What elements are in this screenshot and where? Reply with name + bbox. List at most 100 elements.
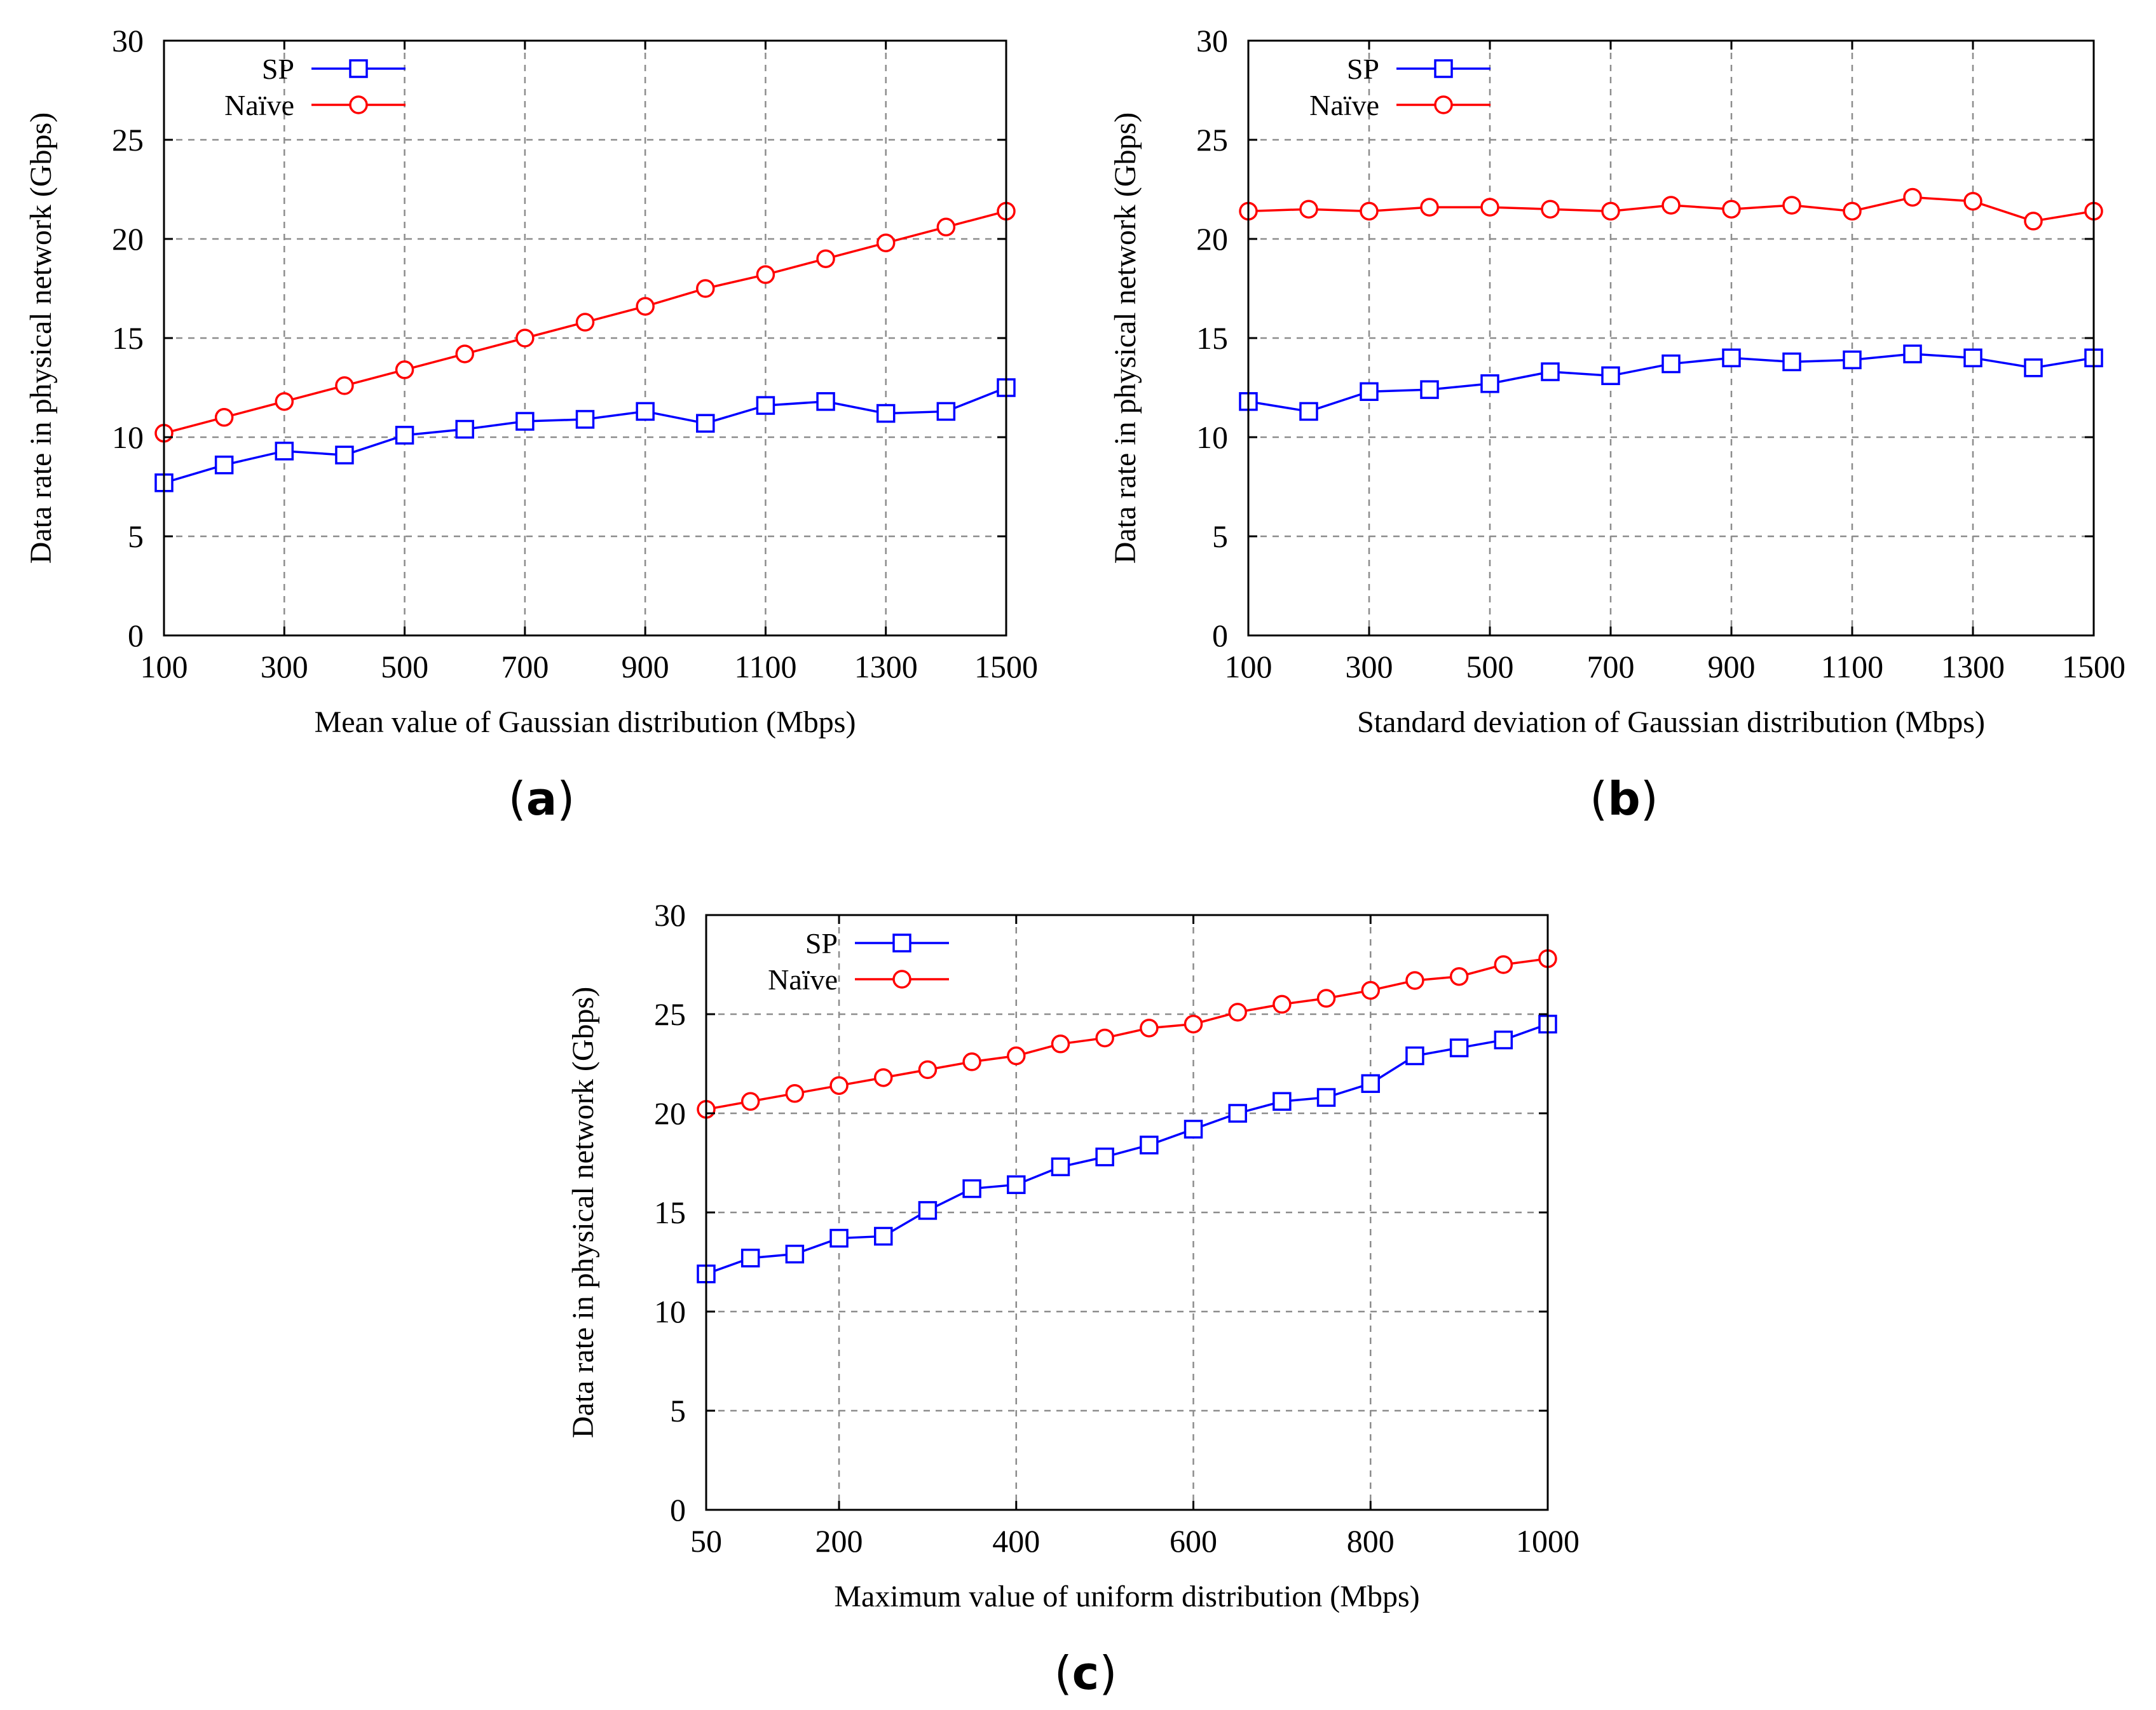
data-point-sp bbox=[575, 410, 595, 429]
y-tick-label: 30 bbox=[654, 897, 686, 933]
data-point-naive bbox=[1184, 1014, 1203, 1034]
legend-marker-sp bbox=[892, 933, 911, 953]
data-point-sp bbox=[873, 1226, 893, 1246]
data-point-naive bbox=[829, 1076, 849, 1096]
y-tick-label: 5 bbox=[670, 1393, 686, 1428]
data-point-sp bbox=[785, 1244, 805, 1264]
data-point-naive bbox=[1299, 200, 1318, 219]
data-point-naive bbox=[696, 279, 715, 298]
legend-marker-sp bbox=[349, 59, 368, 78]
data-point-naive bbox=[455, 344, 474, 363]
data-point-naive bbox=[1963, 191, 1982, 211]
data-point-naive bbox=[575, 313, 595, 332]
data-point-sp bbox=[829, 1228, 849, 1248]
data-point-naive bbox=[1007, 1046, 1026, 1066]
x-tick-label: 1500 bbox=[974, 649, 1038, 684]
y-tick-label: 20 bbox=[1196, 221, 1228, 257]
data-point-sp bbox=[1480, 374, 1499, 393]
data-point-naive bbox=[1051, 1035, 1070, 1054]
series-b bbox=[1239, 187, 2103, 421]
data-point-naive bbox=[636, 297, 655, 316]
data-point-sp bbox=[740, 1249, 760, 1268]
data-point-naive bbox=[1360, 201, 1379, 221]
data-point-sp bbox=[335, 445, 354, 465]
y-tick-label: 5 bbox=[128, 519, 144, 554]
chart-panel-b: 100 300 500 700 900 1100 1300 1500051015202530 … bbox=[1109, 23, 2125, 825]
grid-a bbox=[164, 41, 1006, 635]
data-point-naive bbox=[1661, 196, 1681, 215]
data-point-naive bbox=[873, 1068, 893, 1087]
legend-marker-naive bbox=[349, 95, 368, 114]
x-tick-label: 500 bbox=[381, 649, 428, 684]
data-point-sp bbox=[816, 392, 835, 411]
data-point-sp bbox=[1272, 1092, 1292, 1111]
data-point-naive bbox=[785, 1084, 805, 1103]
data-point-naive bbox=[515, 329, 535, 348]
data-point-sp bbox=[1095, 1147, 1114, 1167]
data-point-naive bbox=[962, 1052, 981, 1071]
data-point-naive bbox=[335, 376, 354, 395]
y-tick-label: 15 bbox=[1196, 320, 1228, 356]
data-point-naive bbox=[1903, 187, 1922, 207]
y-tick-label: 25 bbox=[1196, 122, 1228, 158]
x-tick-label: 100 bbox=[1225, 649, 1272, 684]
panel-label-b: (b) bbox=[1590, 772, 1658, 825]
x-tick-label: 1100 bbox=[1821, 649, 1883, 684]
x-tick-label: 800 bbox=[1347, 1523, 1395, 1559]
x-tick-label: 100 bbox=[140, 649, 188, 684]
data-point-sp bbox=[1184, 1120, 1203, 1139]
data-point-naive bbox=[876, 233, 896, 252]
data-point-naive bbox=[1601, 201, 1620, 221]
legend-marker-sp bbox=[1434, 59, 1453, 78]
data-point-naive bbox=[275, 392, 294, 411]
data-point-naive bbox=[1361, 981, 1381, 1000]
data-point-naive bbox=[756, 265, 775, 284]
data-point-naive bbox=[918, 1060, 938, 1080]
data-point-sp bbox=[1601, 366, 1620, 386]
x-tick-label: 1300 bbox=[1941, 649, 2005, 684]
y-tick-label: 10 bbox=[112, 419, 144, 455]
y-tick-label: 15 bbox=[112, 320, 144, 356]
grid-c bbox=[706, 915, 1548, 1510]
data-point-sp bbox=[918, 1201, 938, 1220]
y-tick-label: 15 bbox=[654, 1195, 686, 1230]
data-point-naive bbox=[1316, 989, 1336, 1008]
data-point-naive bbox=[816, 249, 835, 268]
data-point-naive bbox=[1843, 201, 1862, 221]
data-point-sp bbox=[696, 414, 715, 433]
data-point-naive bbox=[1405, 971, 1424, 990]
data-point-naive bbox=[1480, 198, 1499, 217]
y-tick-label: 25 bbox=[112, 122, 144, 158]
data-point-sp bbox=[756, 396, 775, 415]
data-point-sp bbox=[275, 442, 294, 461]
legend-marker-naive bbox=[892, 970, 911, 989]
legend-label-sp-a: SP bbox=[262, 53, 294, 85]
data-point-naive bbox=[395, 360, 414, 379]
data-point-sp bbox=[1782, 352, 1801, 372]
data-point-naive bbox=[1494, 955, 1513, 974]
y-axis-label-c: Data rate in physical network (Gbps) bbox=[566, 987, 600, 1438]
grid-b bbox=[1248, 41, 2094, 635]
y-tick-label: 30 bbox=[112, 23, 144, 58]
x-tick-label: 900 bbox=[1708, 649, 1756, 684]
panel-label-a: (a) bbox=[508, 772, 575, 825]
legend-label-naive-b: Naïve bbox=[1309, 89, 1379, 121]
data-point-sp bbox=[1299, 402, 1318, 421]
y-tick-label: 25 bbox=[654, 996, 686, 1032]
legend-label-sp-b: SP bbox=[1347, 53, 1379, 85]
data-point-naive bbox=[1782, 196, 1801, 215]
ticks-b: 100 300 500 700 900 1100 1300 1500 0 5 10 15 20 25 30 bbox=[1196, 23, 2125, 684]
data-point-sp bbox=[515, 412, 535, 431]
legend-a: SP Naïve bbox=[224, 53, 406, 121]
y-tick-label: 20 bbox=[654, 1096, 686, 1131]
data-point-naive bbox=[1449, 967, 1469, 986]
y-tick-label: 0 bbox=[1212, 618, 1228, 653]
x-axis-label-a: Mean value of Gaussian distribution (Mbp… bbox=[315, 705, 856, 739]
x-tick-label: 700 bbox=[1587, 649, 1635, 684]
data-point-sp bbox=[1228, 1104, 1247, 1123]
x-tick-label: 600 bbox=[1170, 1523, 1217, 1559]
data-point-naive bbox=[936, 217, 956, 237]
data-point-sp bbox=[1661, 354, 1681, 374]
data-point-naive bbox=[1420, 198, 1439, 217]
data-point-naive bbox=[1095, 1028, 1114, 1048]
